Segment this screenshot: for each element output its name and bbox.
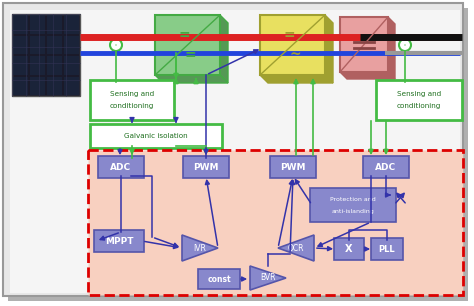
Text: Protection and: Protection and (330, 196, 376, 201)
FancyBboxPatch shape (64, 35, 79, 54)
Polygon shape (278, 235, 314, 261)
FancyBboxPatch shape (47, 56, 62, 74)
FancyBboxPatch shape (371, 238, 403, 260)
Text: PWM: PWM (193, 162, 219, 171)
FancyBboxPatch shape (30, 35, 45, 54)
Polygon shape (325, 15, 333, 83)
FancyBboxPatch shape (47, 76, 62, 95)
FancyBboxPatch shape (30, 56, 45, 74)
Text: anti-islanding: anti-islanding (332, 208, 374, 214)
FancyBboxPatch shape (90, 124, 222, 148)
FancyBboxPatch shape (64, 15, 79, 33)
Text: =: = (185, 48, 196, 62)
FancyBboxPatch shape (13, 35, 28, 54)
FancyBboxPatch shape (260, 15, 325, 75)
Text: OCR: OCR (288, 244, 304, 252)
Polygon shape (260, 75, 333, 83)
FancyBboxPatch shape (30, 76, 45, 95)
Polygon shape (340, 72, 395, 79)
Polygon shape (388, 17, 395, 79)
FancyBboxPatch shape (334, 238, 364, 260)
Text: IVR: IVR (193, 244, 207, 252)
FancyBboxPatch shape (155, 15, 220, 75)
FancyBboxPatch shape (13, 56, 28, 74)
FancyBboxPatch shape (90, 80, 174, 120)
Text: Sensing and: Sensing and (110, 91, 154, 97)
Text: Galvanic isolation: Galvanic isolation (124, 133, 188, 139)
Text: BVR: BVR (260, 274, 276, 282)
Text: PWM: PWM (280, 162, 306, 171)
Text: =: = (179, 28, 191, 42)
FancyBboxPatch shape (64, 76, 79, 95)
Text: Sensing and: Sensing and (397, 91, 441, 97)
FancyBboxPatch shape (94, 230, 144, 252)
FancyBboxPatch shape (13, 76, 28, 95)
Text: conditioning: conditioning (110, 103, 154, 109)
Text: PLL: PLL (379, 244, 395, 253)
Polygon shape (182, 235, 218, 261)
FancyBboxPatch shape (376, 80, 462, 120)
Text: =: = (283, 28, 295, 42)
FancyBboxPatch shape (88, 150, 463, 295)
FancyBboxPatch shape (363, 156, 409, 178)
FancyBboxPatch shape (13, 15, 28, 33)
Text: ADC: ADC (375, 162, 397, 171)
FancyBboxPatch shape (183, 156, 229, 178)
FancyBboxPatch shape (12, 14, 80, 96)
Circle shape (399, 39, 411, 51)
FancyBboxPatch shape (47, 15, 62, 33)
Text: ~: ~ (290, 48, 301, 62)
FancyBboxPatch shape (64, 56, 79, 74)
Circle shape (110, 39, 122, 51)
FancyBboxPatch shape (270, 156, 316, 178)
FancyBboxPatch shape (8, 8, 468, 301)
Polygon shape (250, 266, 286, 290)
FancyBboxPatch shape (10, 10, 460, 293)
FancyBboxPatch shape (47, 35, 62, 54)
Polygon shape (155, 75, 228, 83)
Text: MPPT: MPPT (105, 237, 133, 245)
Text: conditioning: conditioning (397, 103, 441, 109)
Polygon shape (220, 15, 228, 83)
FancyBboxPatch shape (3, 3, 463, 296)
FancyBboxPatch shape (98, 156, 144, 178)
Text: const: const (207, 274, 231, 283)
Text: X: X (345, 244, 353, 254)
FancyBboxPatch shape (30, 15, 45, 33)
FancyBboxPatch shape (198, 269, 240, 289)
FancyBboxPatch shape (310, 188, 396, 222)
Text: ADC: ADC (110, 162, 132, 171)
FancyBboxPatch shape (340, 17, 388, 72)
